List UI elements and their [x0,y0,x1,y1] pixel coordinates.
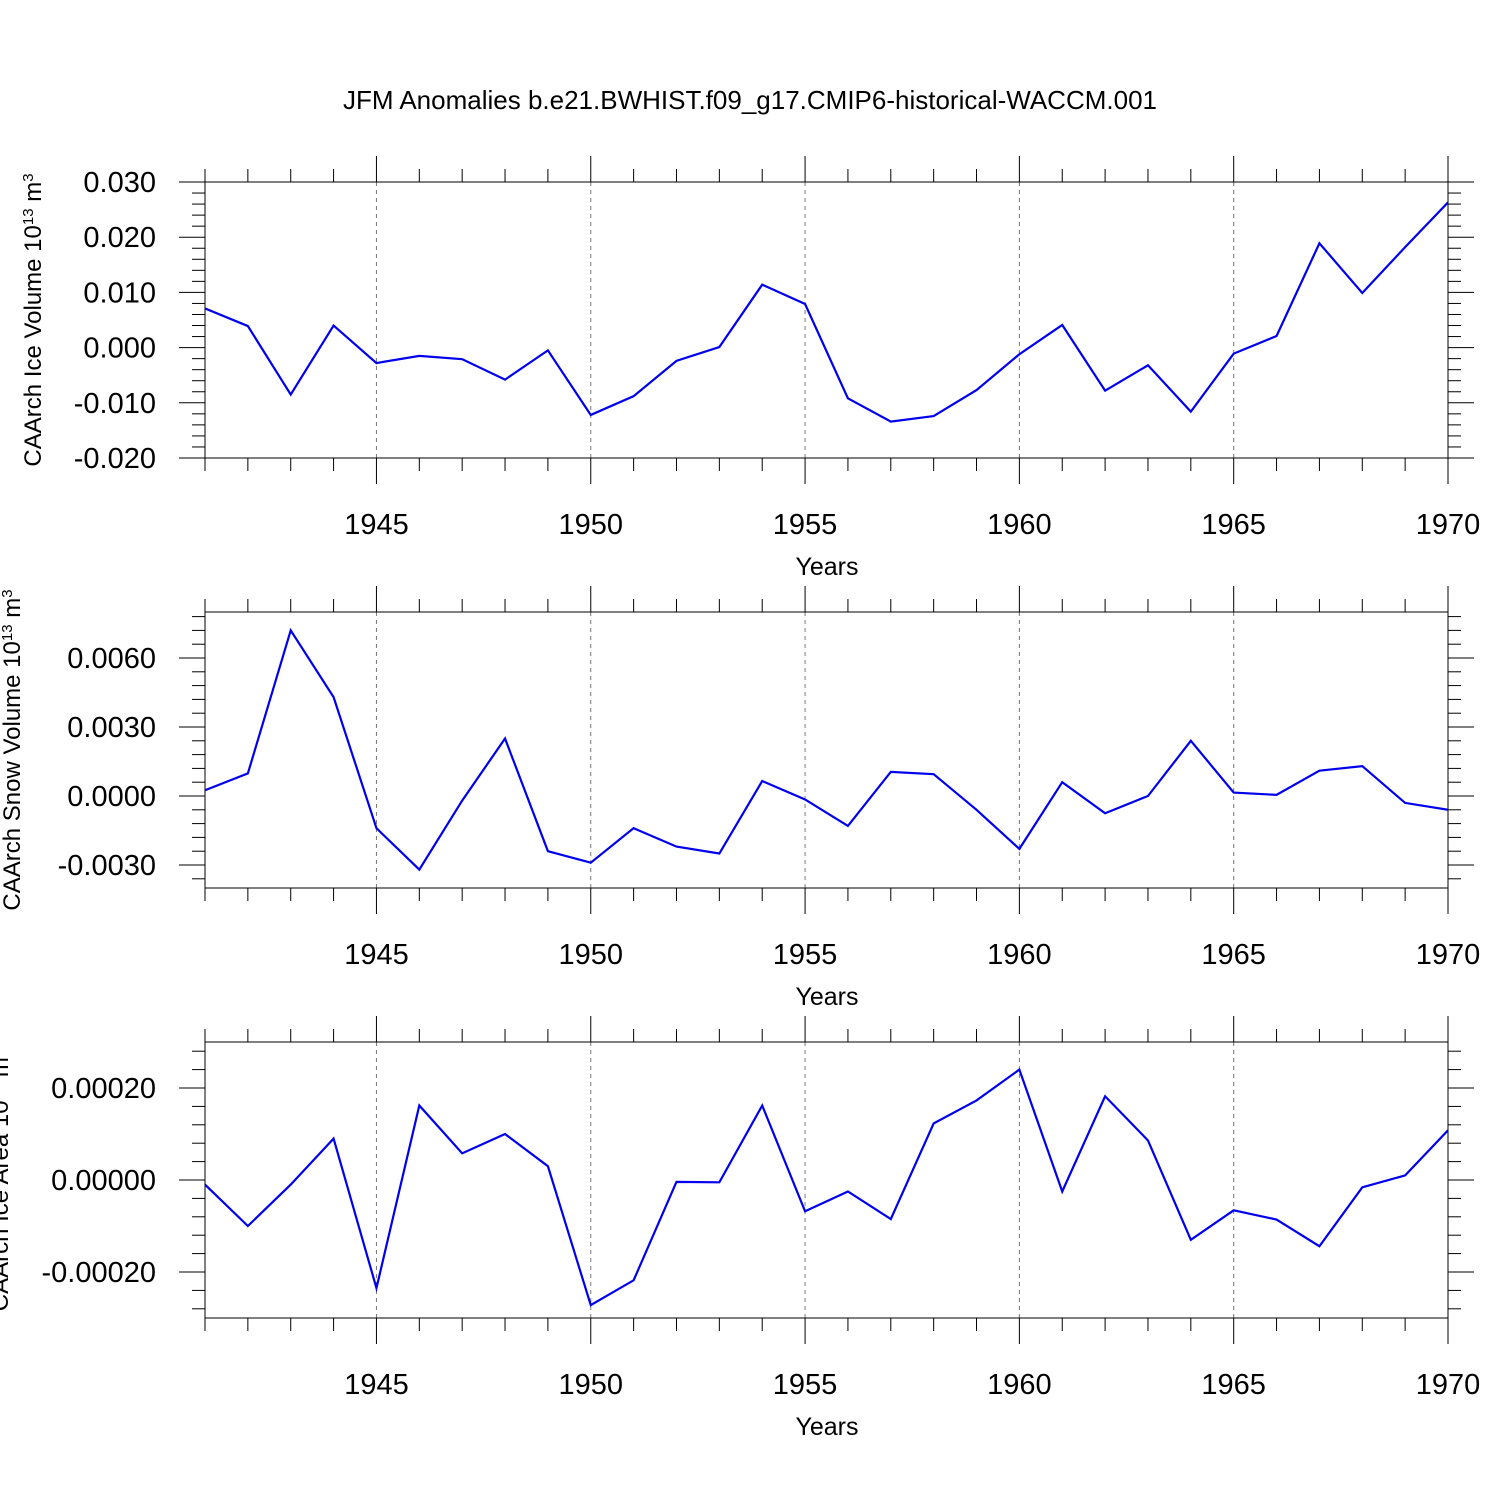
x-tick-label: 1970 [1416,509,1481,541]
x-tick-label: 1950 [559,509,624,541]
y-axis-label-superscript: 3 [0,589,16,597]
x-tick-label: 1970 [1416,939,1481,971]
y-tick-label: -0.00020 [42,1257,157,1289]
x-tick-label: 1965 [1201,509,1266,541]
x-axis-label: Years [795,1413,858,1441]
y-tick-label: -0.020 [74,443,156,475]
x-tick-label: 1960 [987,939,1052,971]
y-axis-label-text: m [20,182,47,209]
y-tick-label: -0.010 [74,388,156,420]
x-tick-label: 1950 [559,939,624,971]
x-axis-label: Years [795,983,858,1011]
chart-panel-2: -0.0030 0.0000 0.0030 0.0060 1945 1950 1955 196… [0,586,1480,1011]
x-tick-label: 1950 [559,1369,624,1401]
y-tick-label: 0.0000 [67,781,156,813]
y-axis-label-text: m [0,598,26,625]
x-tick-label: 1960 [987,1369,1052,1401]
y-tick-label: 0.00020 [51,1073,156,1105]
y-tick-label: 0.000 [83,333,156,365]
y-tick-label: 0.020 [83,222,156,254]
y-axis-label: CAArch Ice Area 1013 m2 [0,1049,14,1311]
x-tick-label: 1965 [1201,939,1266,971]
x-tick-label: 1960 [987,509,1052,541]
x-axis-label: Years [795,553,858,581]
y-tick-label: 0.010 [83,277,156,309]
chart-panel-3: -0.00020 0.00000 0.00020 1945 1950 1955 1960 19… [0,1016,1480,1441]
plot-frame [204,181,1449,459]
chart-panel-1: -0.020 -0.010 0.000 0.010 0.020 0.030 1945 1950… [20,156,1481,581]
x-tick-label: 1945 [344,939,409,971]
y-tick-label: 0.0060 [67,643,156,675]
y-axis-label: CAArch Ice Volume 1013 m3 [20,173,48,466]
y-tick-label: 0.0030 [67,712,156,744]
series-line [205,1067,1448,1307]
x-tick-label: 1955 [773,509,838,541]
panels: -0.020 -0.010 0.000 0.010 0.020 0.030 1945 1950… [0,156,1480,1441]
y-axis-label-superscript: 13 [0,624,16,641]
x-tick-label: 1955 [773,1369,838,1401]
y-tick-label: -0.0030 [58,850,156,882]
y-axis-label-superscript: 13 [0,1084,4,1101]
y-axis-label-text: CAArch Snow Volume 10 [0,641,26,910]
x-tick-label: 1970 [1416,1369,1481,1401]
series-line [205,201,1448,423]
plot-frame [204,611,1449,889]
x-tick-label: 1955 [773,939,838,971]
x-tick-label: 1965 [1201,1369,1266,1401]
y-axis-label-text: m [0,1057,14,1084]
y-axis-label-superscript: 2 [0,1049,4,1057]
chart-title: JFM Anomalies b.e21.BWHIST.f09_g17.CMIP6… [343,85,1157,115]
series-line [205,627,1448,872]
y-axis-label: CAArch Snow Volume 1013 m3 [0,589,26,910]
plot-frame [204,1041,1449,1319]
y-axis-label-text: CAArch Ice Area 10 [0,1100,14,1311]
y-axis-label-superscript: 13 [20,208,37,225]
x-tick-label: 1945 [344,509,409,541]
y-axis-label-text: CAArch Ice Volume 10 [20,225,47,466]
y-axis-label-superscript: 3 [20,173,37,181]
y-tick-label: 0.030 [83,167,156,199]
x-tick-label: 1945 [344,1369,409,1401]
y-tick-label: 0.00000 [51,1165,156,1197]
